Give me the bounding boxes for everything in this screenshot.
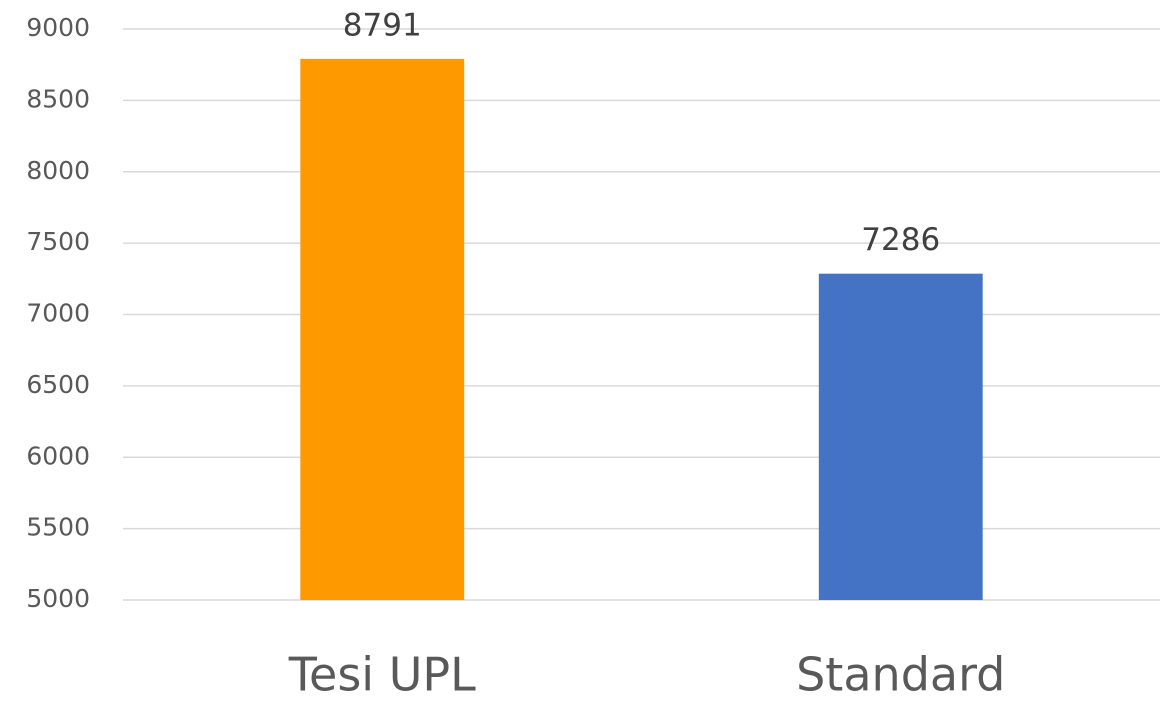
y-tick-label: 8000 bbox=[26, 156, 90, 185]
y-tick-label: 5500 bbox=[26, 513, 90, 542]
data-label: 8791 bbox=[343, 7, 422, 43]
y-tick-label: 6500 bbox=[26, 370, 90, 399]
x-tick-label: Standard bbox=[796, 648, 1005, 701]
x-tick-label: Tesi UPL bbox=[288, 648, 476, 701]
y-tick-label: 9000 bbox=[26, 13, 90, 42]
data-label: 7286 bbox=[861, 222, 940, 258]
bar bbox=[300, 58, 465, 600]
y-tick-label: 5000 bbox=[26, 584, 90, 613]
y-tick-label: 6000 bbox=[26, 441, 90, 470]
y-tick-label: 7000 bbox=[26, 299, 90, 328]
y-tick-label: 8500 bbox=[26, 84, 90, 113]
y-tick-label: 7500 bbox=[26, 227, 90, 256]
bar bbox=[818, 273, 983, 600]
